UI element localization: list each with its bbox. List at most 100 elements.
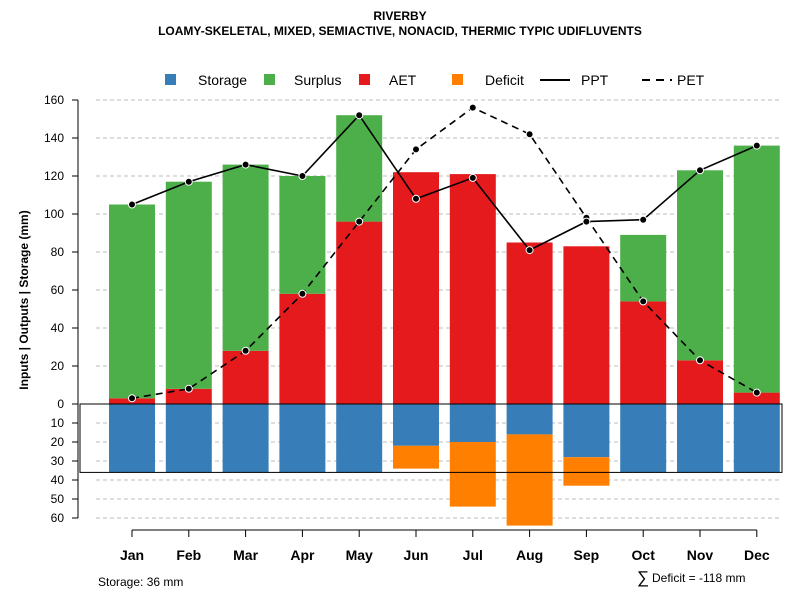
aet-bar	[677, 360, 723, 404]
y-tick-label: 120	[44, 169, 64, 183]
surplus-bar	[279, 176, 326, 294]
y-tick-label: 20	[51, 359, 65, 373]
x-tick-label: Aug	[516, 547, 543, 563]
sum-symbol: ∑	[637, 568, 650, 587]
legend-pet-label: PET	[677, 72, 705, 88]
surplus-bar	[165, 181, 212, 389]
y-tick-label: 40	[51, 321, 65, 335]
y-tick-label: 40	[51, 473, 65, 487]
aet-bar	[563, 246, 610, 404]
ppt-point	[412, 194, 420, 203]
aet-bar	[336, 221, 383, 404]
x-tick-label: Jun	[404, 547, 429, 563]
legend-deficit-label: Deficit	[485, 72, 524, 88]
deficit-note: Deficit = -118 mm	[652, 571, 746, 585]
storage-bar	[449, 404, 496, 442]
legend-aet-swatch	[359, 74, 370, 85]
surplus-bar	[733, 145, 780, 393]
storage-bar	[109, 404, 155, 473]
x-tick-label: Oct	[632, 547, 656, 563]
legend-surplus-label: Surplus	[294, 72, 342, 88]
y-tick-label: 60	[51, 283, 65, 297]
ppt-point	[468, 173, 477, 182]
surplus-bar	[222, 164, 269, 351]
ppt-point	[582, 217, 591, 226]
y-tick-label: 140	[44, 131, 64, 145]
y-tick-label: 30	[51, 454, 65, 468]
storage-bar	[620, 404, 667, 473]
y-tick-label: 0	[57, 397, 64, 411]
y-axis-label: Inputs | Outputs | Storage (mm)	[17, 210, 31, 389]
pet-point	[128, 394, 136, 403]
pet-point	[184, 384, 193, 393]
aet-bar	[279, 293, 326, 404]
legend-deficit-swatch	[452, 74, 463, 85]
y-tick-label: 100	[44, 207, 64, 221]
legend-storage-swatch	[165, 74, 176, 85]
x-tick-label: May	[346, 547, 373, 563]
storage-bar	[733, 404, 780, 473]
pet-point	[412, 145, 420, 154]
storage-bar	[506, 404, 553, 435]
ppt-point	[752, 141, 761, 150]
y-tick-label: 160	[44, 93, 64, 107]
pet-line	[131, 106, 758, 400]
pet-point	[298, 289, 307, 298]
pet-point	[752, 388, 761, 397]
deficit-bar	[563, 457, 610, 486]
y-tick-label: 10	[51, 416, 65, 430]
pet-point	[241, 346, 250, 355]
storage-bar	[677, 404, 723, 473]
surplus-bar	[336, 115, 383, 222]
surplus-bar	[677, 170, 723, 361]
aet-bar	[733, 392, 780, 404]
pet-point	[696, 356, 704, 365]
aet-bar	[165, 388, 212, 404]
aet-bar	[620, 301, 667, 404]
aet-bar	[393, 172, 439, 404]
ppt-point	[184, 177, 193, 186]
pet-point	[639, 297, 648, 306]
surplus-bar	[620, 234, 667, 302]
x-tick-label: Sep	[574, 547, 600, 563]
x-tick-label: Mar	[233, 547, 258, 563]
y-tick-label: 60	[51, 511, 65, 525]
x-tick-label: Feb	[176, 547, 201, 563]
chart-title: RIVERBY	[373, 9, 427, 23]
pet-point	[525, 130, 534, 139]
x-tick-label: Nov	[687, 547, 714, 563]
ppt-line	[131, 113, 758, 252]
deficit-bar	[393, 445, 439, 469]
storage-bar	[336, 404, 383, 473]
storage-bar	[222, 404, 269, 473]
y-tick-label: 80	[51, 245, 65, 259]
storage-bar	[563, 404, 610, 458]
ppt-point	[639, 215, 648, 224]
y-tick-label: 20	[51, 435, 65, 449]
legend-ppt-label: PPT	[581, 72, 609, 88]
ppt-point	[355, 111, 364, 120]
aet-bar	[222, 350, 269, 404]
ppt-point	[128, 200, 136, 209]
ppt-point	[525, 246, 534, 255]
storage-bar	[279, 404, 326, 473]
deficit-bar	[506, 434, 553, 526]
x-tick-label: Jul	[463, 547, 483, 563]
x-tick-label: Apr	[290, 547, 315, 563]
y-tick-label: 50	[51, 492, 65, 506]
ppt-point	[298, 172, 307, 180]
chart-subtitle: LOAMY-SKELETAL, MIXED, SEMIACTIVE, NONAC…	[158, 24, 642, 38]
legend-storage-label: Storage	[198, 72, 248, 88]
aet-bar	[506, 242, 553, 404]
legend-surplus-swatch	[264, 74, 275, 85]
ppt-point	[241, 160, 250, 169]
x-tick-label: Jan	[120, 547, 144, 563]
x-tick-label: Dec	[744, 547, 770, 563]
legend-aet-label: AET	[389, 72, 417, 88]
storage-capacity-box	[79, 403, 783, 473]
legend-ppt-line	[540, 79, 570, 81]
pet-point	[468, 103, 477, 112]
deficit-bar	[449, 442, 496, 507]
storage-note: Storage: 36 mm	[98, 575, 184, 589]
